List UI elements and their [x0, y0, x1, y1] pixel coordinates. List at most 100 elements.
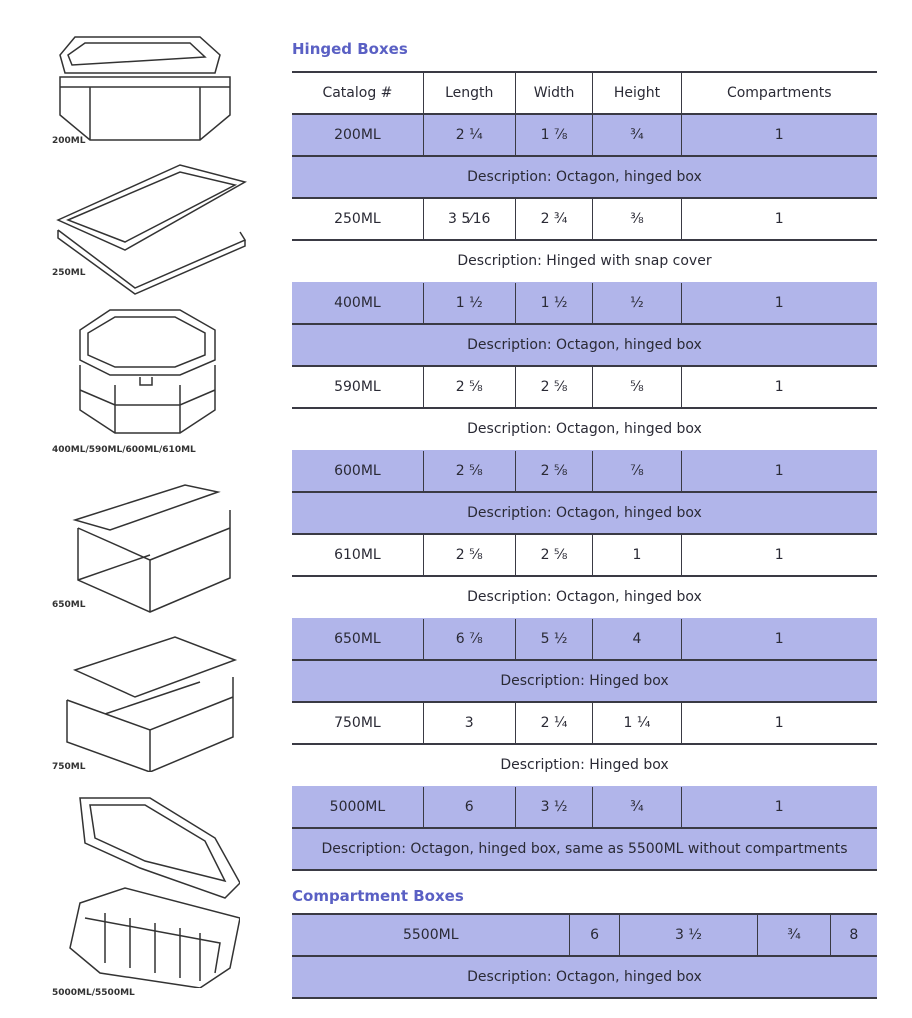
cell-catalog: 5500ML: [292, 914, 571, 957]
cell-height: 1: [592, 534, 682, 577]
cell-compartments: 1: [681, 702, 877, 745]
description-row: Description: Hinged with snap cover: [292, 240, 877, 282]
cell-height: ¾: [757, 914, 831, 957]
cell-description: Description: Octagon, hinged box: [467, 589, 702, 605]
hinged-boxes-title: Hinged Boxes: [292, 40, 408, 58]
cell-catalog: 590ML: [292, 366, 424, 409]
description-row: Description: Octagon, hinged box: [292, 324, 877, 367]
image-caption: 200ML: [52, 136, 86, 146]
cell-description: Description: Octagon, hinged box: [292, 492, 877, 535]
description-row: Description: Octagon, hinged box: [292, 408, 877, 450]
image-caption: 250ML: [52, 268, 86, 278]
cell-height: 1 ¼: [592, 702, 682, 745]
flat-snap-cover-box-icon: [56, 164, 247, 295]
open-hinged-box-icon: [66, 636, 238, 772]
cell-description: Description: Hinged box: [500, 757, 669, 773]
cell-height: ⅜: [592, 198, 682, 241]
octagon-box-icon: [79, 309, 216, 434]
cell-catalog: 750ML: [292, 702, 424, 745]
cell-width: 2 ⅝: [515, 534, 594, 577]
description-row: Description: Octagon, hinged box: [292, 576, 877, 618]
cell-description: Description: Octagon, hinged box: [467, 421, 702, 437]
cell-length: 3: [423, 702, 516, 745]
column-header-width: Width: [515, 71, 594, 115]
cell-width: 2 ¾: [515, 198, 594, 241]
cell-height: ⅞: [592, 450, 682, 493]
compartment-boxes-title: Compartment Boxes: [292, 887, 464, 905]
cell-length: 2 ⅝: [423, 450, 516, 493]
cell-compartments: 1: [681, 534, 877, 577]
cell-compartments: 1: [681, 786, 877, 829]
description-row: Description: Octagon, hinged box: [292, 956, 877, 999]
cell-compartments: 1: [681, 366, 877, 409]
cell-height: ¾: [592, 786, 682, 829]
column-header-catalog: Catalog #: [292, 71, 424, 115]
cell-width: 3 ½: [515, 786, 594, 829]
cell-width: 2 ⅝: [515, 450, 594, 493]
description-row: Description: Hinged box: [292, 660, 877, 703]
cell-height: ⅝: [592, 366, 682, 409]
description-row: Description: Hinged box: [292, 744, 877, 786]
cell-width: 1 ½: [515, 282, 594, 325]
description-row: Description: Octagon, hinged box, same a…: [292, 828, 877, 871]
cell-catalog: 5000ML: [292, 786, 424, 829]
cell-description: Description: Octagon, hinged box, same a…: [292, 828, 877, 871]
column-header-compartments: Compartments: [681, 71, 877, 115]
cell-description: Description: Octagon, hinged box: [292, 156, 877, 199]
compartment-boxes-table: 5500ML 6 3 ½ ¾ 8 Description: Octagon, hinged…: [292, 913, 877, 999]
cell-length: 6: [569, 914, 620, 957]
cell-length: 3 5⁄16: [423, 198, 516, 241]
description-row: Description: Octagon, hinged box: [292, 492, 877, 535]
cell-height: ¾: [592, 114, 682, 157]
image-caption: 400ML/590ML/600ML/610ML: [52, 445, 196, 455]
cell-compartments: 1: [681, 618, 877, 661]
cell-catalog: 250ML: [292, 198, 424, 241]
cell-description: Description: Hinged with snap cover: [457, 253, 712, 269]
cell-length: 2 ⅝: [423, 366, 516, 409]
cell-width: 5 ½: [515, 618, 594, 661]
cell-compartments: 1: [681, 198, 877, 241]
description-row: Description: Octagon, hinged box: [292, 156, 877, 199]
cell-description: Description: Octagon, hinged box: [292, 324, 877, 367]
cell-length: 2 ¼: [423, 114, 516, 157]
cell-compartments: 1: [681, 282, 877, 325]
cell-width: 2 ¼: [515, 702, 594, 745]
cell-width: 3 ½: [619, 914, 759, 957]
cell-width: 2 ⅝: [515, 366, 594, 409]
cell-length: 6: [423, 786, 516, 829]
cell-catalog: 610ML: [292, 534, 424, 577]
column-header-length: Length: [423, 71, 516, 115]
cell-description: Description: Octagon, hinged box: [292, 956, 877, 999]
cell-catalog: 400ML: [292, 282, 424, 325]
image-caption: 5000ML/5500ML: [52, 988, 135, 998]
hinged-boxes-table: Catalog # Length Width Height Compartmen…: [292, 71, 877, 871]
cell-length: 1 ½: [423, 282, 516, 325]
open-hinged-box-icon: [72, 484, 231, 613]
cell-description: Description: Hinged box: [292, 660, 877, 703]
octagon-hinged-box-closed-icon: [59, 36, 231, 141]
image-caption: 650ML: [52, 600, 86, 610]
cell-height: 4: [592, 618, 682, 661]
cell-width: 1 ⅞: [515, 114, 594, 157]
cell-height: ½: [592, 282, 682, 325]
cell-compartments: 8: [830, 914, 877, 957]
cell-catalog: 600ML: [292, 450, 424, 493]
cell-catalog: 200ML: [292, 114, 424, 157]
cell-compartments: 1: [681, 450, 877, 493]
cell-length: 6 ⅞: [423, 618, 516, 661]
cell-length: 2 ⅝: [423, 534, 516, 577]
open-compartment-box-icon: [69, 797, 240, 988]
column-header-height: Height: [592, 71, 682, 115]
cell-catalog: 650ML: [292, 618, 424, 661]
table-header-row: Catalog # Length Width Height Compartmen…: [292, 71, 877, 115]
cell-compartments: 1: [681, 114, 877, 157]
